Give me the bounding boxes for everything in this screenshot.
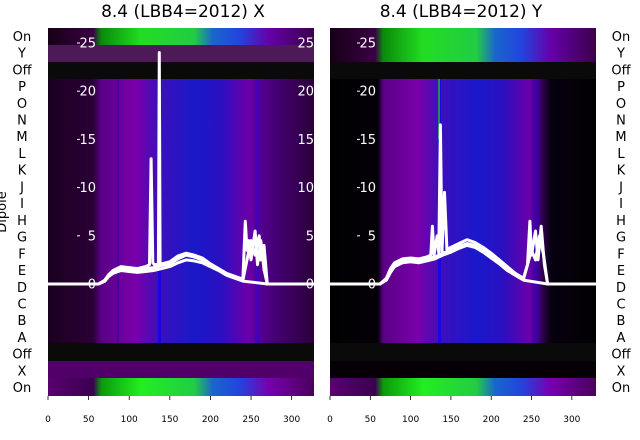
row-label: J: [618, 180, 623, 195]
ylabel-x: Dipole: [0, 191, 10, 232]
x-tick-label: 250: [523, 415, 540, 425]
row-label: B: [617, 314, 626, 329]
row-label: F: [18, 247, 25, 262]
x-ticks-x: 0 50 100 150 200 250 300: [45, 396, 300, 425]
row-label: I: [20, 197, 24, 212]
row-label: K: [617, 164, 626, 179]
row-label: C: [616, 298, 625, 313]
heatmap-y: [330, 28, 596, 396]
row-label: K: [18, 164, 27, 179]
series-line: [330, 243, 596, 286]
title-x: 8.4 (LBB4=2012) X: [101, 2, 265, 22]
x-tick-label: 200: [483, 415, 500, 425]
y-tick-label: 20: [359, 85, 376, 100]
row-label: E: [18, 264, 26, 279]
row-label: B: [18, 314, 27, 329]
row-label: N: [616, 114, 626, 129]
row-label: P: [617, 80, 625, 95]
series-line: [330, 123, 596, 286]
lines-y: [330, 123, 596, 286]
title-y: 8.4 (LBB4=2012) Y: [380, 2, 543, 22]
y-tick-label: 15: [359, 133, 376, 148]
row-label: C: [17, 298, 26, 313]
x-tick-label: 150: [442, 415, 459, 425]
x-tick-label: 200: [202, 415, 219, 425]
x-tick-label: 150: [161, 415, 178, 425]
x-tick-label: 0: [327, 415, 333, 425]
series-line: [48, 157, 316, 286]
y-tick-label: 15: [79, 133, 96, 148]
y-tick-label: 20: [79, 85, 96, 100]
row-label: X: [18, 364, 27, 379]
row-label: G: [616, 231, 626, 246]
y-tick-label-secondary: 10: [297, 181, 314, 196]
row-label: Y: [17, 47, 26, 62]
y-tick-label: 5: [88, 229, 96, 244]
y-tick-label-secondary: 20: [297, 85, 314, 100]
y-tick-label: 10: [79, 181, 96, 196]
x-tick-label: 0: [45, 415, 51, 425]
row-label: Off: [611, 63, 631, 78]
row-label: L: [18, 147, 26, 162]
y-tick-label: 25: [79, 37, 96, 52]
y-tick-label: 10: [359, 181, 376, 196]
row-label: M: [16, 130, 27, 145]
heatmap-x: [48, 28, 314, 396]
row-label: E: [617, 264, 625, 279]
row-label: On: [612, 30, 630, 45]
row-label: D: [17, 281, 27, 296]
row-label: P: [18, 80, 26, 95]
y-tick-label: 25: [359, 37, 376, 52]
x-tick-label: 50: [365, 415, 377, 425]
x-ticks-y: 0 50 100 150 200 250 300: [327, 396, 581, 425]
row-label: Off: [12, 348, 32, 363]
row-label: O: [616, 97, 626, 112]
row-label: On: [612, 381, 630, 396]
row-label: J: [19, 180, 24, 195]
row-label: On: [13, 381, 31, 396]
row-label: F: [617, 247, 624, 262]
y-tick-label-secondary: 5: [306, 229, 314, 244]
row-label: M: [615, 130, 626, 145]
row-label: A: [18, 331, 27, 346]
series-line: [48, 258, 316, 286]
x-tick-label: 100: [121, 415, 138, 425]
row-label: H: [17, 214, 27, 229]
x-tick-label: 300: [563, 415, 580, 425]
x-tick-label: 100: [402, 415, 419, 425]
y-tick-label-secondary: 25: [297, 37, 314, 52]
row-label: L: [617, 147, 625, 162]
row-label: Off: [611, 348, 631, 363]
row-label: H: [616, 214, 626, 229]
x-tick-label: 250: [242, 415, 259, 425]
row-label: X: [617, 364, 626, 379]
series-line: [48, 51, 316, 286]
y-tick-label-secondary: 15: [297, 133, 314, 148]
y-tick-label: 5: [368, 229, 376, 244]
row-label: Off: [12, 63, 32, 78]
lines-x: [48, 51, 316, 286]
row-label: O: [17, 97, 27, 112]
panel-y: 8.4 (LBB4=2012) Y OnYOffPONMLKJIHGFEDCBA…: [327, 2, 631, 425]
row-label: N: [17, 114, 27, 129]
panel-x: 8.4 (LBB4=2012) X OnYOffPONMLKJIHGFEDCBA…: [0, 2, 316, 425]
row-label: I: [619, 197, 623, 212]
row-label: Y: [616, 47, 625, 62]
x-tick-label: 300: [283, 415, 300, 425]
row-label: A: [617, 331, 626, 346]
row-label: D: [616, 281, 626, 296]
row-label: G: [17, 231, 27, 246]
x-tick-label: 50: [83, 415, 95, 425]
row-label: On: [13, 30, 31, 45]
